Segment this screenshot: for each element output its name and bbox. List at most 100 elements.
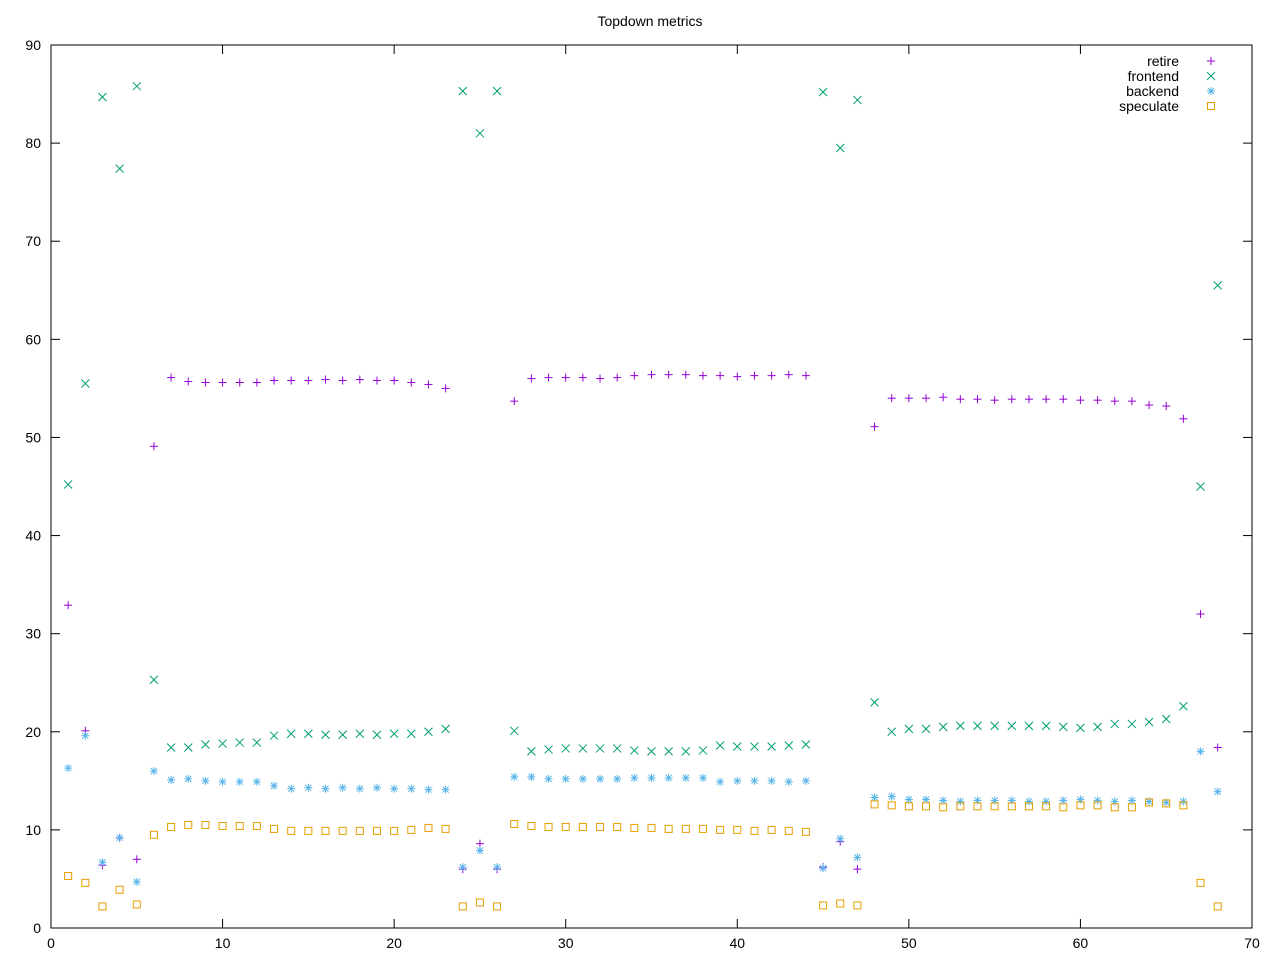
- data-point-backend: [338, 783, 347, 792]
- data-point-backend: [493, 863, 502, 872]
- plot-frame: [50, 44, 1253, 929]
- data-point-retire: [1213, 743, 1222, 752]
- data-point-retire: [767, 371, 776, 380]
- data-point-frontend: [784, 741, 794, 750]
- series-speculate: [64, 798, 1222, 911]
- legend-item-frontend: frontend: [1128, 68, 1216, 84]
- data-point-backend: [1196, 747, 1205, 756]
- data-point-speculate: [115, 885, 124, 894]
- data-point-backend: [64, 764, 73, 773]
- data-point-retire: [270, 376, 279, 385]
- data-point-retire: [287, 376, 296, 385]
- data-point-frontend: [1144, 717, 1154, 727]
- data-point-frontend: [698, 746, 708, 755]
- data-point-speculate: [733, 825, 742, 834]
- data-point-speculate: [1007, 802, 1016, 811]
- data-point-retire: [561, 373, 570, 382]
- data-point-speculate: [784, 826, 793, 835]
- data-point-frontend: [475, 128, 485, 138]
- data-point-backend: [321, 784, 330, 793]
- data-point-frontend: [218, 739, 227, 748]
- data-point-speculate: [596, 822, 605, 831]
- data-point-backend: [81, 731, 90, 740]
- data-point-speculate: [1179, 801, 1188, 810]
- x-tick-label: 40: [729, 935, 745, 951]
- data-point-retire: [201, 378, 210, 387]
- x-tick-label: 70: [1244, 935, 1260, 951]
- data-point-speculate: [201, 820, 210, 829]
- data-point-retire: [750, 371, 759, 380]
- data-point-backend: [218, 777, 227, 786]
- data-point-backend: [887, 792, 896, 801]
- data-point-retire: [1110, 397, 1119, 406]
- data-point-frontend: [904, 724, 914, 734]
- data-point-retire: [304, 376, 313, 385]
- data-point-speculate: [870, 800, 879, 809]
- data-point-speculate: [64, 872, 73, 881]
- data-point-backend: [304, 783, 313, 792]
- data-point-backend: [544, 774, 553, 783]
- data-point-frontend: [664, 747, 674, 756]
- y-tick-label: 60: [25, 331, 41, 347]
- data-point-speculate: [338, 826, 347, 835]
- data-point-frontend: [818, 87, 828, 97]
- data-point-backend: [167, 775, 176, 784]
- data-point-backend: [784, 777, 793, 786]
- data-point-frontend: [304, 729, 313, 739]
- data-point-speculate: [218, 821, 227, 830]
- data-point-backend: [1024, 797, 1033, 806]
- data-point-frontend: [955, 721, 965, 731]
- x-tick-label: 50: [901, 935, 917, 951]
- data-point-speculate: [887, 801, 896, 810]
- legend-label: retire: [1147, 53, 1179, 69]
- data-point-frontend: [372, 730, 382, 740]
- data-point-retire: [716, 371, 725, 380]
- data-point-backend: [596, 774, 605, 783]
- data-point-speculate: [1196, 878, 1205, 887]
- data-point-frontend: [990, 721, 999, 731]
- data-point-retire: [149, 442, 158, 451]
- data-point-backend: [716, 777, 725, 786]
- data-point-backend: [1213, 787, 1222, 796]
- data-point-retire: [939, 393, 948, 402]
- data-point-backend: [836, 834, 845, 843]
- data-point-backend: [870, 793, 879, 802]
- data-point-retire: [1145, 401, 1154, 410]
- data-point-speculate: [132, 900, 141, 909]
- data-point-retire: [664, 370, 673, 379]
- data-point-backend: [407, 784, 416, 793]
- data-point-retire: [1076, 396, 1085, 405]
- y-tick-label: 30: [25, 626, 41, 642]
- data-point-speculate: [681, 824, 690, 833]
- data-point-backend: [819, 864, 828, 873]
- data-point-speculate: [647, 823, 656, 832]
- data-point-retire: [544, 373, 553, 382]
- data-point-speculate: [956, 802, 965, 811]
- data-point-backend: [132, 877, 141, 886]
- data-point-backend: [287, 784, 296, 793]
- data-point-retire: [647, 370, 656, 379]
- data-point-backend: [630, 773, 639, 782]
- data-point-frontend: [1213, 281, 1223, 290]
- data-point-speculate: [1162, 799, 1171, 808]
- y-tick-label: 50: [25, 429, 41, 445]
- data-point-retire: [630, 371, 639, 380]
- data-point-speculate: [98, 902, 107, 911]
- x-tick-label: 20: [386, 935, 402, 951]
- data-point-speculate: [750, 826, 759, 835]
- data-point-retire: [338, 376, 347, 385]
- data-point-retire: [853, 865, 862, 874]
- data-point-frontend: [63, 480, 73, 489]
- data-point-backend: [664, 773, 673, 782]
- data-point-frontend: [406, 729, 416, 739]
- data-point-retire: [784, 370, 793, 379]
- data-point-frontend: [1041, 721, 1051, 731]
- data-point-frontend: [492, 86, 502, 96]
- data-point-retire: [252, 378, 261, 387]
- data-point-frontend: [509, 726, 519, 736]
- data-point-retire: [733, 372, 742, 381]
- data-point-retire: [1007, 395, 1016, 404]
- data-point-speculate: [698, 824, 707, 833]
- data-point-frontend: [732, 742, 742, 751]
- data-point-backend: [956, 797, 965, 806]
